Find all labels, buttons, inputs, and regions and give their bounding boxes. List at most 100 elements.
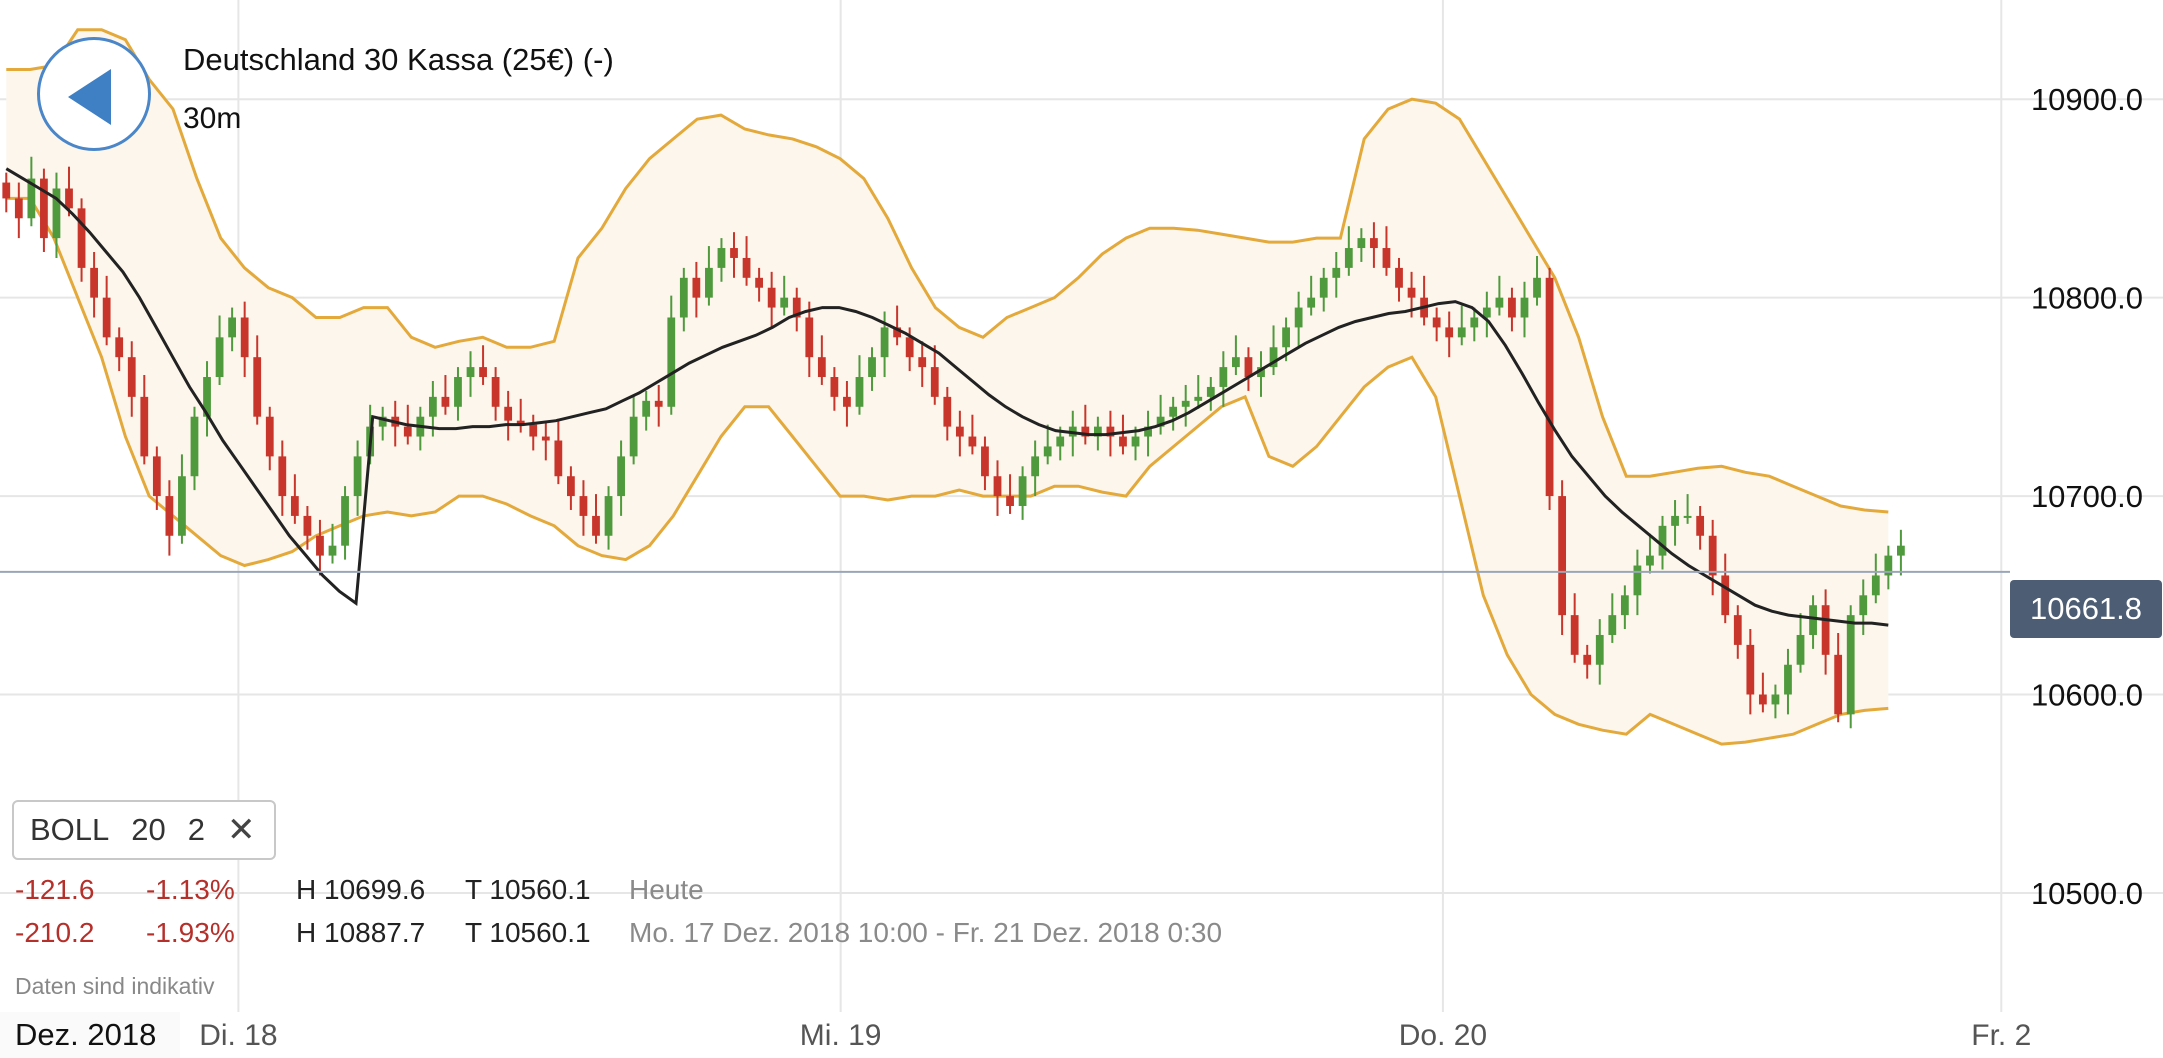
candle-body [1721,575,1730,616]
candle-body [328,545,337,556]
candle-body [1620,595,1629,616]
candle-body [567,476,575,497]
candle-body [893,327,902,338]
candle-body [1809,605,1817,635]
candle-body [679,277,688,318]
today-label: Heute [629,874,704,905]
candle-body [642,400,651,417]
candle-body [1570,615,1579,655]
indicator-chip[interactable]: BOLL 20 2 ✕ [12,800,276,860]
candle-body [1608,615,1617,635]
candle-body [968,436,977,447]
candle-body [529,424,538,437]
interval-label[interactable]: 30m [183,102,242,135]
candle-body [479,367,487,378]
candle-body [1545,277,1554,497]
candle-body [1821,605,1830,655]
candle-body [228,317,237,338]
candle-body [1093,426,1102,437]
candle-body [1495,297,1504,308]
candle-body [1043,446,1052,457]
candle-body [1457,327,1466,338]
candle-body [1257,367,1265,378]
candle-body [817,357,826,378]
candle-body [1395,267,1403,288]
candle-body [203,377,211,417]
period-change-pct: -1.93% [146,917,235,948]
candle-body [1658,525,1667,556]
candle-body [65,188,73,209]
candle-body [1244,357,1253,378]
candle-body [1031,456,1040,477]
candle-body [378,416,387,427]
candle-body [1784,664,1792,695]
candle-body [1834,654,1843,715]
upper-band [6,28,1889,514]
candle-body [1746,644,1755,695]
y-axis-ticks: 10900.0 10800.0 10700.0 10600.0 10500.0 [2031,82,2143,911]
candle-body [805,317,814,358]
candle-body [667,317,676,407]
candle-body [152,456,161,497]
candle-body [1671,515,1679,526]
candle-body [90,267,98,298]
candle-body [1683,515,1692,518]
candle-body [290,496,299,516]
candle-body [466,367,475,378]
candle-body [316,535,324,556]
candle-body [1056,436,1065,447]
candle-body [441,396,450,407]
candle-body [705,267,713,298]
candle-body [1119,436,1127,447]
candle-body [1169,406,1178,417]
candle-body [1708,535,1717,576]
candle-body [102,297,111,338]
candle-body [52,188,61,239]
instrument-title: Deutschland 30 Kassa (25€) (-) [183,42,614,77]
back-button[interactable] [37,37,151,151]
candle-body [353,456,362,497]
candle-body [880,327,889,358]
candle-body [654,400,663,407]
candle-body [1382,248,1391,268]
x-tick-label: Di. 18 [199,1019,277,1052]
candle-body [240,317,249,358]
candle-body [767,287,776,308]
y-tick-label: 10800.0 [2031,281,2143,316]
candle-body [491,377,500,407]
candle-body [516,420,525,425]
close-icon[interactable]: ✕ [227,811,256,849]
candle-body [629,416,638,457]
back-arrow-icon [68,69,111,125]
today-high: H 10699.6 [296,874,426,905]
y-tick-label: 10700.0 [2031,479,2143,514]
candle-body [855,377,864,407]
indicator-name: BOLL [30,812,110,847]
period-low: T 10560.1 [465,917,591,948]
candle-body [1432,317,1441,328]
candle-body [215,337,224,378]
candle-body [554,440,563,477]
candle-body [692,277,701,298]
candle-body [253,357,262,417]
candle-body [1733,615,1742,645]
candle-body [742,257,751,278]
candle-body [1846,615,1855,715]
candle-body [579,496,588,516]
candle-body [604,496,613,536]
candle-body [1508,297,1516,318]
candle-body [843,396,851,407]
candle-body [140,396,149,457]
candle-body [77,208,86,268]
candle-body [278,456,287,497]
candle-body [755,277,763,288]
period-range-label: Mo. 17 Dez. 2018 10:00 - Fr. 21 Dez. 201… [629,917,1223,948]
candle-body [1219,367,1228,387]
candle-body [1232,357,1240,368]
candle-body [541,436,550,441]
candle-body [1181,400,1190,407]
candle-body [1696,515,1705,536]
candle-body [1332,267,1341,278]
candle-body [14,198,23,219]
